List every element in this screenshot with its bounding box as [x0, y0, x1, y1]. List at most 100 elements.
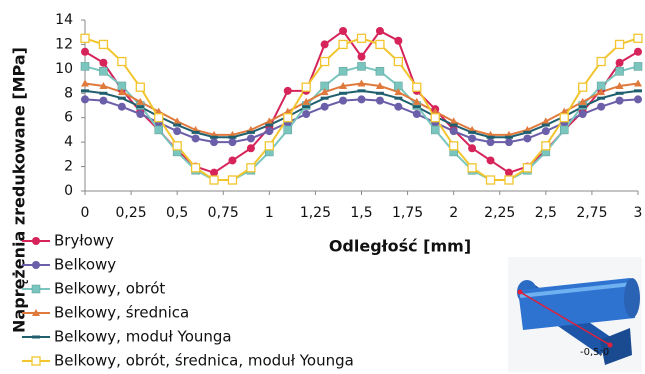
- point: [394, 58, 402, 66]
- point: [376, 67, 384, 75]
- point: [634, 62, 642, 70]
- point: [81, 89, 89, 92]
- point: [118, 97, 126, 100]
- point: [468, 134, 476, 142]
- point: [99, 67, 107, 75]
- inset-image: -0,5;0: [508, 257, 642, 372]
- x-axis-label: Odległość [mm]: [329, 237, 471, 256]
- point: [339, 92, 347, 95]
- point: [265, 124, 273, 127]
- legend-marker: [32, 261, 40, 269]
- point: [542, 127, 550, 135]
- x-tick-label: 1,5: [350, 205, 372, 221]
- point: [210, 136, 218, 139]
- point: [431, 114, 439, 122]
- legend-label: Belkowy, moduł Younga: [54, 328, 232, 346]
- inset-label: -0,5;0: [580, 347, 609, 358]
- point: [616, 67, 624, 75]
- point: [394, 37, 402, 45]
- point: [394, 97, 402, 100]
- x-tick-label: 1,75: [392, 205, 423, 221]
- point: [358, 53, 366, 61]
- point: [376, 27, 384, 35]
- point: [81, 34, 89, 42]
- point: [487, 136, 495, 139]
- x-tick-label: 0: [81, 205, 90, 221]
- point: [247, 134, 255, 142]
- point: [192, 131, 200, 134]
- point: [560, 126, 568, 134]
- point: [634, 89, 642, 92]
- point: [579, 83, 587, 91]
- point: [505, 176, 513, 184]
- point: [597, 103, 605, 111]
- x-tick-label: 0,25: [115, 205, 146, 221]
- point: [450, 127, 458, 135]
- legend-label: Belkowy, obrót, średnica, moduł Younga: [54, 352, 354, 370]
- point: [81, 62, 89, 70]
- point: [468, 164, 476, 172]
- y-tick-label: 0: [64, 183, 73, 199]
- point: [450, 142, 458, 150]
- point: [505, 136, 513, 139]
- point: [376, 97, 384, 105]
- point: [99, 92, 107, 95]
- point: [265, 127, 273, 135]
- legend-marker: [32, 357, 40, 365]
- point: [523, 131, 531, 134]
- point: [155, 114, 163, 122]
- point: [413, 105, 421, 108]
- point: [634, 48, 642, 56]
- y-tick-label: 4: [64, 134, 73, 150]
- point: [579, 105, 587, 108]
- point: [284, 87, 292, 95]
- point: [468, 144, 476, 152]
- point: [99, 40, 107, 48]
- point: [376, 40, 384, 48]
- legend-marker: [32, 285, 40, 293]
- x-tick-label: 2: [449, 205, 458, 221]
- point: [523, 164, 531, 172]
- point: [265, 142, 273, 150]
- point: [339, 67, 347, 75]
- point: [155, 126, 163, 134]
- point: [505, 138, 513, 146]
- point: [358, 95, 366, 103]
- point: [487, 138, 495, 146]
- inset-cylinder-end: [624, 278, 640, 318]
- point: [192, 164, 200, 172]
- point: [413, 83, 421, 91]
- point: [616, 97, 624, 105]
- x-tick-label: 3: [634, 205, 643, 221]
- point: [616, 92, 624, 95]
- y-tick-label: 14: [55, 12, 73, 28]
- x-tick-label: 2,75: [576, 205, 607, 221]
- legend-label: Bryłowy: [54, 232, 114, 250]
- point: [413, 110, 421, 118]
- point: [597, 58, 605, 66]
- y-tick-label: 6: [64, 110, 73, 126]
- point: [228, 176, 236, 184]
- point: [173, 124, 181, 127]
- x-tick-label: 2,25: [484, 205, 515, 221]
- y-tick-label: 2: [64, 159, 73, 175]
- point: [339, 97, 347, 105]
- y-tick-label: 10: [55, 61, 73, 77]
- point: [321, 97, 329, 100]
- x-tick-label: 1: [265, 205, 274, 221]
- point: [136, 83, 144, 91]
- point: [284, 126, 292, 134]
- point: [321, 103, 329, 111]
- point: [358, 34, 366, 42]
- point: [81, 48, 89, 56]
- point: [247, 131, 255, 134]
- point: [210, 176, 218, 184]
- point: [634, 95, 642, 103]
- point: [247, 144, 255, 152]
- point: [358, 62, 366, 70]
- point: [394, 103, 402, 111]
- x-tick-label: 1,25: [300, 205, 331, 221]
- x-tick-label: 0,5: [166, 205, 188, 221]
- x-tick-label: 0,75: [208, 205, 239, 221]
- point: [597, 97, 605, 100]
